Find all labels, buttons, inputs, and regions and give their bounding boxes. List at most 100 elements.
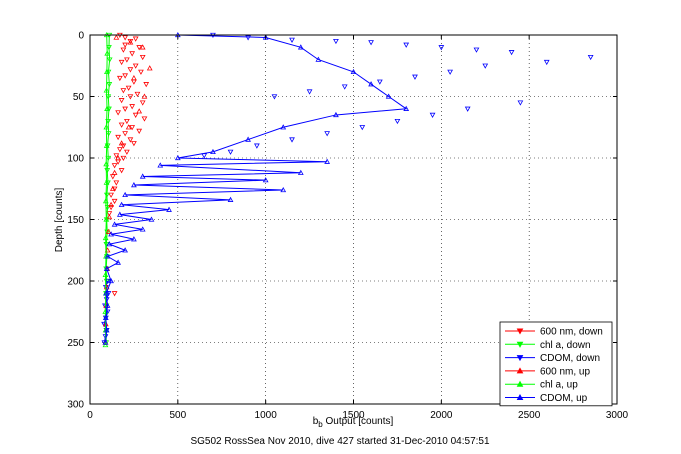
legend-label: CDOM, down — [540, 353, 600, 364]
legend-label: CDOM, up — [540, 393, 588, 404]
data-point — [124, 57, 130, 63]
data-point — [141, 116, 148, 122]
data-point — [116, 211, 123, 217]
data-point — [262, 177, 269, 183]
data-point — [543, 59, 550, 66]
data-point — [394, 118, 401, 125]
data-point — [403, 42, 410, 48]
data-point — [262, 34, 269, 40]
data-point — [122, 35, 129, 41]
data-point — [106, 211, 113, 217]
data-point — [359, 125, 366, 131]
data-point — [315, 56, 322, 62]
series-line — [104, 34, 108, 345]
data-point — [132, 63, 139, 69]
data-point — [508, 50, 515, 56]
data-point — [227, 149, 234, 155]
x-axis-label-sub: b — [318, 420, 323, 429]
series-600-nm-up — [102, 34, 153, 345]
data-point — [333, 111, 339, 118]
data-point — [118, 168, 125, 174]
data-point — [289, 137, 295, 143]
data-point — [174, 154, 181, 161]
y-tick-label: 0 — [78, 31, 84, 42]
data-point — [429, 112, 436, 118]
grid — [90, 35, 617, 404]
x-axis-label: bb Output [counts] — [313, 416, 394, 429]
data-point — [324, 158, 331, 164]
legend-label: 600 nm, up — [540, 366, 590, 377]
legend-marker — [516, 328, 524, 335]
data-point — [111, 169, 118, 175]
data-point — [447, 69, 453, 75]
data-point — [127, 137, 134, 143]
data-point — [324, 131, 331, 137]
data-point — [297, 44, 304, 50]
data-point — [108, 231, 114, 237]
data-point — [103, 87, 110, 93]
data-point — [102, 314, 109, 321]
data-point — [115, 134, 121, 141]
data-point — [141, 93, 148, 99]
data-point — [134, 91, 141, 98]
data-point — [122, 191, 129, 198]
data-point — [118, 201, 125, 207]
x-tick-label: 500 — [169, 410, 186, 421]
data-point — [103, 124, 110, 130]
data-point — [136, 108, 143, 114]
data-point — [245, 136, 251, 142]
data-point — [227, 196, 234, 202]
data-point — [120, 155, 127, 162]
data-point — [482, 63, 489, 69]
data-point — [113, 180, 120, 186]
data-point — [124, 118, 130, 125]
data-point — [376, 79, 383, 85]
data-point — [115, 110, 121, 116]
data-point — [120, 88, 127, 94]
data-point — [122, 247, 129, 253]
data-point — [103, 142, 110, 148]
x-tick-label: 1000 — [255, 410, 278, 421]
data-point — [297, 169, 304, 175]
data-point — [111, 163, 118, 169]
data-point — [438, 45, 445, 51]
data-point — [124, 149, 130, 155]
data-point — [271, 94, 278, 100]
data-point — [146, 65, 153, 71]
data-point — [122, 106, 129, 112]
data-point — [111, 186, 118, 192]
data-point — [166, 206, 172, 212]
legend: 600 nm, down chl a, down CDOM, down 600 nm,… — [499, 321, 613, 407]
data-point — [139, 173, 146, 179]
data-point — [131, 236, 137, 242]
legend-marker — [516, 393, 524, 400]
y-tick-label: 250 — [67, 338, 84, 349]
data-point — [106, 57, 113, 63]
data-point — [245, 35, 251, 41]
legend-marker — [516, 380, 524, 387]
series-cdom-scatter — [201, 32, 594, 159]
data-point — [103, 68, 110, 75]
data-point — [108, 277, 114, 284]
data-point — [115, 259, 121, 265]
data-point — [139, 226, 146, 232]
data-point — [103, 161, 110, 167]
x-axis-label-rest: Output [counts] — [323, 416, 394, 427]
data-point — [102, 234, 109, 241]
data-point — [104, 105, 110, 111]
y-tick-label: 150 — [67, 215, 84, 226]
data-point — [111, 221, 118, 227]
data-point — [111, 198, 118, 205]
data-point — [104, 253, 111, 259]
legend-marker — [516, 341, 524, 348]
data-point — [306, 89, 313, 95]
data-point — [106, 214, 113, 220]
data-point — [132, 36, 139, 42]
data-point — [103, 241, 110, 248]
data-point — [106, 82, 113, 88]
data-point — [113, 153, 120, 159]
data-point — [105, 228, 112, 234]
data-point — [102, 339, 109, 345]
data-point — [103, 290, 110, 296]
data-point — [473, 47, 480, 53]
